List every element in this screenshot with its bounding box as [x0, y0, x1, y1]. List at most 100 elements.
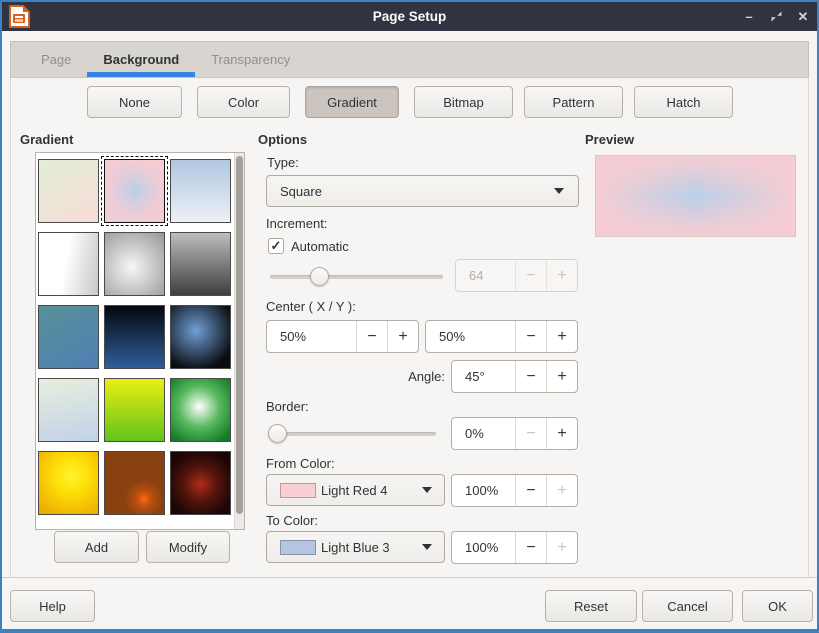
from-color-select[interactable]: Light Red 4	[266, 474, 445, 506]
border-decrement-button: −	[515, 418, 546, 449]
cancel-button[interactable]: Cancel	[642, 590, 733, 622]
gradient-swatch-brown-orange-diamond[interactable]	[104, 451, 165, 515]
checkmark-icon: ✓	[270, 238, 282, 253]
automatic-checkbox[interactable]: ✓	[268, 238, 284, 254]
gradient-list-scrollbar[interactable]	[234, 153, 244, 529]
gradient-swatch-mint-blue-linear[interactable]	[38, 378, 99, 442]
gradient-swatch-pink-blue-square[interactable]	[101, 156, 168, 226]
border-spinner[interactable]: 0% − +	[451, 417, 578, 450]
automatic-label: Automatic	[291, 239, 349, 254]
angle-value[interactable]: 45°	[465, 369, 485, 384]
scrollbar-thumb[interactable]	[236, 156, 243, 514]
increment-slider-track	[270, 275, 443, 279]
increment-decrement-button: −	[515, 260, 546, 291]
from-color-swatch	[280, 482, 316, 498]
libreoffice-document-icon	[9, 5, 30, 28]
center-y-spinner[interactable]: 50% − +	[425, 320, 578, 353]
gradient-type-select[interactable]: Square	[266, 175, 579, 207]
increment-value: 64	[469, 268, 484, 283]
restore-icon	[771, 11, 781, 22]
to-color-value: Light Blue 3	[321, 539, 390, 555]
border-increment-button[interactable]: +	[546, 418, 577, 449]
angle-spinner[interactable]: 45° − +	[451, 360, 578, 393]
fill-hatch-button[interactable]: Hatch	[634, 86, 733, 118]
center-y-value[interactable]: 50%	[439, 329, 466, 344]
gradient-swatch-light-blue-linear[interactable]	[170, 159, 231, 223]
center-x-decrement-button[interactable]: −	[356, 321, 387, 352]
gradient-type-value: Square	[280, 183, 322, 199]
increment-slider[interactable]	[270, 267, 443, 286]
gradient-swatch-yellow-green-linear[interactable]	[104, 378, 165, 442]
to-percent-decrement-button[interactable]: −	[515, 532, 546, 563]
fill-none-button[interactable]: None	[87, 86, 182, 118]
preview-section-header: Preview	[585, 132, 635, 147]
angle-decrement-button[interactable]: −	[515, 361, 546, 392]
titlebar[interactable]: Page Setup – ✕	[2, 2, 817, 31]
gradient-swatch-gray-radial[interactable]	[104, 232, 165, 296]
increment-spinner: 64 − +	[455, 259, 578, 292]
ok-button[interactable]: OK	[742, 590, 813, 622]
from-color-label: From Color:	[266, 456, 335, 471]
gradient-swatch-dark-red-radial[interactable]	[170, 451, 231, 515]
to-color-select[interactable]: Light Blue 3	[266, 531, 445, 563]
gradient-swatch-grid	[38, 156, 231, 515]
restore-button[interactable]	[768, 9, 784, 25]
increment-increment-button: +	[546, 260, 577, 291]
add-button[interactable]: Add	[54, 531, 139, 563]
center-x-spinner[interactable]: 50% − +	[266, 320, 419, 353]
to-percent-increment-button: +	[546, 532, 577, 563]
increment-slider-thumb[interactable]	[310, 267, 329, 286]
border-label: Border:	[266, 399, 309, 414]
close-button[interactable]: ✕	[797, 8, 809, 24]
from-color-percent-spinner[interactable]: 100% − +	[451, 474, 578, 507]
chevron-down-icon	[422, 487, 432, 493]
tab-bar: Page Background Transparency	[10, 41, 809, 78]
border-slider[interactable]	[268, 424, 436, 443]
from-color-percent-value[interactable]: 100%	[465, 483, 499, 498]
angle-increment-button[interactable]: +	[546, 361, 577, 392]
tab-transparency[interactable]: Transparency	[211, 52, 291, 67]
window-title: Page Setup	[372, 9, 447, 24]
footer-divider	[2, 577, 817, 578]
from-color-value: Light Red 4	[321, 482, 388, 498]
options-section-header: Options	[258, 132, 308, 147]
gradient-swatch-yellow-orange-radial[interactable]	[38, 451, 99, 515]
reset-button[interactable]: Reset	[545, 590, 637, 622]
chevron-down-icon	[422, 544, 432, 550]
gradient-section-header: Gradient	[20, 132, 74, 147]
fill-bitmap-button[interactable]: Bitmap	[414, 86, 513, 118]
fill-pattern-button[interactable]: Pattern	[524, 86, 623, 118]
gradient-swatch-teal-blue-linear[interactable]	[38, 305, 99, 369]
tab-background[interactable]: Background	[87, 42, 196, 77]
gradient-swatch-green-white-radial[interactable]	[170, 378, 231, 442]
chevron-down-icon	[554, 188, 564, 194]
minimize-button[interactable]: –	[745, 9, 753, 24]
modify-button[interactable]: Modify	[146, 531, 230, 563]
gradient-swatch-blue-black-radial[interactable]	[170, 305, 231, 369]
gradient-swatch-white-gray-linear[interactable]	[38, 232, 99, 296]
gradient-swatch-navy-blue-linear[interactable]	[104, 305, 165, 369]
center-x-value[interactable]: 50%	[280, 329, 307, 344]
help-button[interactable]: Help	[10, 590, 95, 622]
gradient-swatch-pastel-green-pink[interactable]	[38, 159, 99, 223]
center-y-decrement-button[interactable]: −	[515, 321, 546, 352]
border-value[interactable]: 0%	[465, 426, 484, 441]
center-x-increment-button[interactable]: +	[387, 321, 418, 352]
to-color-percent-value[interactable]: 100%	[465, 540, 499, 555]
tab-page[interactable]: Page	[41, 52, 72, 67]
fill-color-button[interactable]: Color	[197, 86, 290, 118]
gradient-swatch-gray-dark-linear[interactable]	[170, 232, 231, 296]
to-color-swatch	[280, 539, 316, 555]
type-label: Type:	[267, 155, 299, 170]
border-slider-thumb[interactable]	[268, 424, 287, 443]
gradient-preview	[595, 155, 796, 237]
gradient-preset-list	[35, 152, 245, 530]
fill-gradient-button[interactable]: Gradient	[305, 86, 399, 118]
from-percent-increment-button: +	[546, 475, 577, 506]
from-percent-decrement-button[interactable]: −	[515, 475, 546, 506]
to-color-label: To Color:	[266, 513, 319, 528]
center-y-increment-button[interactable]: +	[546, 321, 577, 352]
angle-label: Angle:	[408, 369, 445, 384]
to-color-percent-spinner[interactable]: 100% − +	[451, 531, 578, 564]
